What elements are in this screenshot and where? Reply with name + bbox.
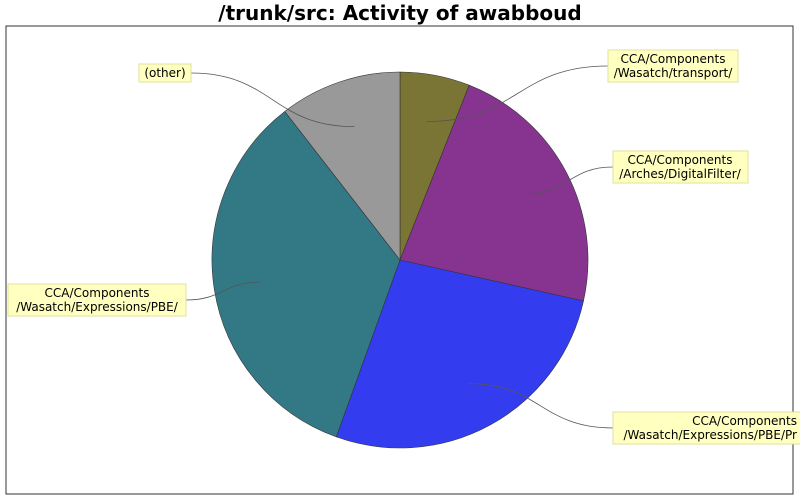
pie-slice xyxy=(335,259,584,449)
slice-label: CCA/Components xyxy=(628,153,733,167)
leader-line xyxy=(185,281,261,301)
slice-label: (other) xyxy=(144,66,185,80)
slice-label-box xyxy=(7,283,187,317)
pie-slice xyxy=(211,111,401,438)
chart-title: /trunk/src: Activity of awabboud xyxy=(218,1,581,25)
slice-label: CCA/Components xyxy=(45,286,150,300)
leader-line xyxy=(467,383,614,429)
pie-slice xyxy=(284,71,401,261)
slice-label: CCA/Components xyxy=(692,414,797,428)
slice-label: /Wasatch/transport/ xyxy=(614,66,733,80)
slice-label-box xyxy=(138,63,192,83)
leader-line xyxy=(426,65,609,122)
slice-label: /Wasatch/Expressions/PBE/Pr xyxy=(623,428,797,442)
leader-line xyxy=(190,72,355,128)
leader-line xyxy=(524,166,614,195)
slice-label-box xyxy=(607,49,739,83)
slice-label-box xyxy=(612,150,749,184)
slice-label: CCA/Components xyxy=(621,52,726,66)
slice-label: /Wasatch/Expressions/PBE/ xyxy=(16,300,179,314)
slice-label-box xyxy=(612,411,800,445)
pie-slice xyxy=(399,84,589,302)
slice-label: /Arches/DigitalFilter/ xyxy=(619,167,741,181)
